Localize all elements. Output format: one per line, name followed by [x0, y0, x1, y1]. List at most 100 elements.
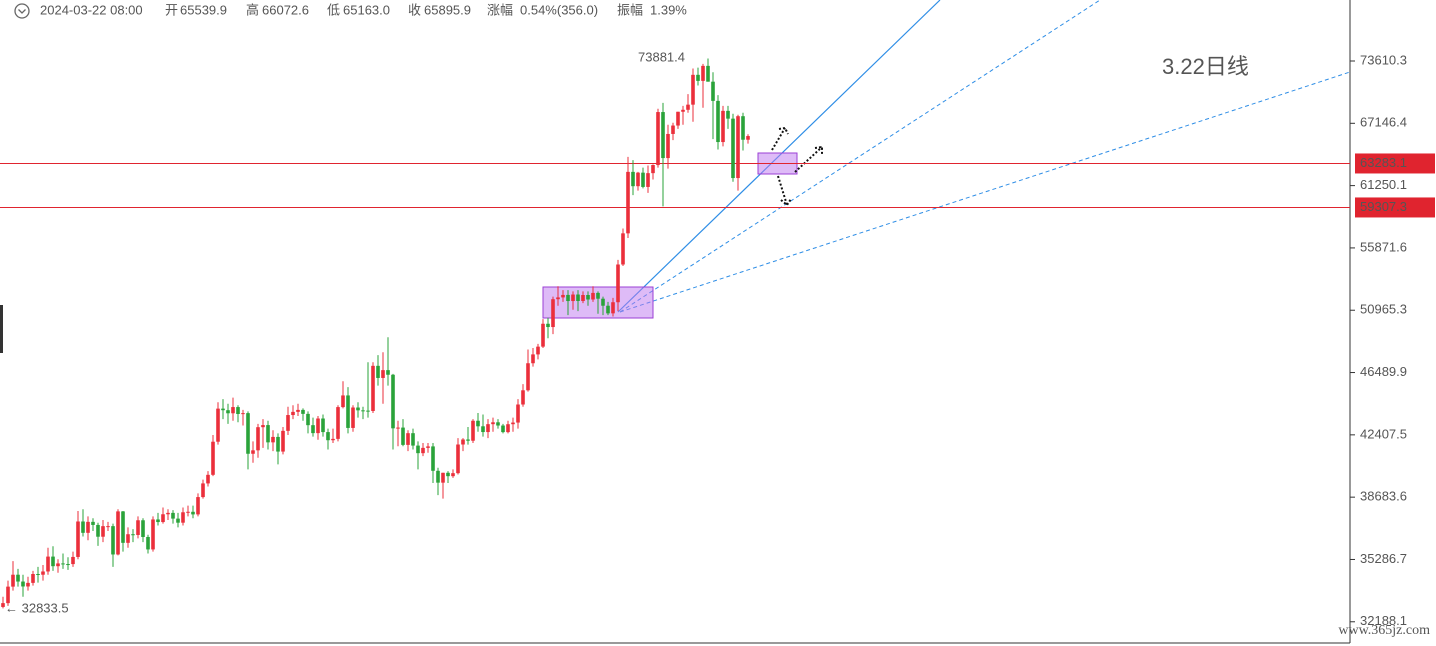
candle-body — [651, 165, 655, 174]
arrow — [794, 145, 823, 173]
header-label: 开 — [165, 2, 178, 17]
candle-body — [36, 574, 40, 576]
candle-body — [186, 511, 190, 513]
candle-body — [166, 512, 170, 515]
header-value: 65895.9 — [424, 2, 471, 17]
candle-body — [406, 433, 410, 445]
y-tick-label: 55871.6 — [1360, 239, 1407, 254]
candle-body — [536, 346, 540, 355]
candle-body — [676, 111, 680, 126]
candle-body — [556, 297, 560, 300]
candle-body — [11, 574, 15, 587]
candle-body — [16, 574, 20, 582]
candle-body — [41, 571, 45, 575]
candle-body — [336, 407, 340, 439]
candle-body — [691, 74, 695, 105]
candle-body — [686, 104, 690, 110]
candle-body — [246, 413, 250, 454]
candle-body — [196, 497, 200, 515]
candle-body — [76, 521, 80, 557]
price-tag-label: 59307.3 — [1360, 199, 1407, 214]
candle-body — [331, 438, 335, 441]
candle-body — [541, 323, 545, 347]
candle-body — [126, 534, 130, 543]
candle-body — [411, 433, 415, 446]
candle-body — [516, 404, 520, 423]
candle-body — [356, 407, 360, 411]
candle-body — [611, 302, 615, 314]
candle-body — [286, 415, 290, 431]
candle-body — [231, 407, 235, 414]
candle-body — [296, 409, 300, 412]
candle-body — [606, 305, 610, 314]
candle-body — [156, 519, 160, 523]
trend-line — [619, 0, 1101, 313]
header-value: 65539.9 — [180, 2, 227, 17]
candle-body — [481, 426, 485, 433]
candle-body — [46, 556, 50, 572]
candle-body — [656, 112, 660, 166]
candle-body — [426, 446, 430, 448]
candle-body — [421, 447, 425, 454]
candle-body — [216, 408, 220, 442]
header-label: 低 — [327, 2, 340, 17]
candle-body — [431, 446, 435, 471]
candle-body — [121, 511, 125, 543]
header-label: 高 — [246, 2, 259, 17]
candle-body — [21, 581, 25, 587]
candle-body — [86, 521, 90, 533]
candle-body — [646, 173, 650, 187]
arrow — [777, 175, 792, 207]
candle-body — [136, 520, 140, 535]
candle-body — [521, 390, 525, 405]
candle-body — [701, 65, 705, 81]
header-value: 65163.0 — [343, 2, 390, 17]
candle-body — [396, 427, 400, 429]
candle-body — [251, 450, 255, 454]
candle-body — [721, 110, 725, 143]
candle-body — [446, 472, 450, 477]
candle-body — [306, 413, 310, 426]
candle-body — [631, 171, 635, 187]
candle-body — [271, 436, 275, 443]
price-tag-label: 63283.1 — [1360, 155, 1407, 170]
candle-body — [1, 603, 5, 607]
candle-body — [386, 370, 390, 375]
candle-body — [81, 521, 85, 533]
candle-body — [211, 441, 215, 475]
candle-body — [451, 473, 455, 477]
candle-body — [561, 294, 565, 298]
candle-body — [731, 118, 735, 179]
candle-body — [681, 109, 685, 112]
candle-body — [626, 171, 630, 234]
candle-body — [311, 425, 315, 434]
candle-body — [291, 411, 295, 416]
candle-body — [571, 294, 575, 302]
candle-body — [526, 363, 530, 391]
candle-body — [371, 365, 375, 411]
candle-body — [91, 521, 95, 525]
candle-body — [706, 65, 710, 82]
candle-body — [56, 563, 60, 567]
header-label: 涨幅 — [487, 2, 513, 17]
y-tick-label: 32188.1 — [1360, 613, 1407, 628]
candle-body — [301, 409, 305, 414]
candle-body — [6, 586, 10, 604]
candle-body — [161, 514, 165, 523]
annotation: ← 32833.5 — [5, 600, 69, 615]
candle-body — [641, 172, 645, 187]
candle-body — [106, 526, 110, 528]
candle-body — [256, 427, 260, 451]
candle-body — [221, 408, 225, 411]
y-tick-label: 35286.7 — [1360, 551, 1407, 566]
y-tick-label: 50965.3 — [1360, 302, 1407, 317]
candle-body — [746, 136, 750, 140]
y-tick-label: 46489.9 — [1360, 364, 1407, 379]
y-tick-label: 38683.6 — [1360, 489, 1407, 504]
candle-body — [471, 420, 475, 441]
y-tick-label: 61250.1 — [1360, 177, 1407, 192]
candle-body — [276, 436, 280, 452]
candle-body — [741, 116, 745, 140]
candle-body — [596, 292, 600, 299]
candle-body — [476, 420, 480, 427]
